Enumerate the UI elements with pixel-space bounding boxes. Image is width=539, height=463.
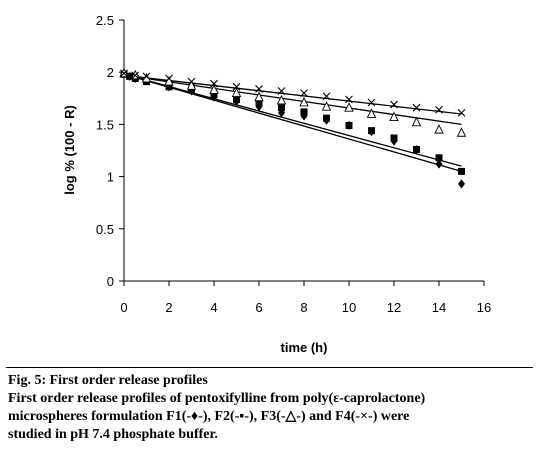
data-point-f4 — [120, 69, 128, 78]
release-profile-chart: 0 0.5 1 1.5 2 2.5 0 2 4 6 8 10 12 14 16 time (h) log %… — [62, 13, 491, 355]
fit-line-f1 — [123, 73, 462, 173]
data-point-f3 — [411, 116, 422, 127]
caption-line-2: microspheres formulation F1(-♦-), F2(-▪-… — [8, 409, 410, 424]
data-point-f2 — [255, 98, 263, 106]
data-point-f1 — [458, 179, 465, 189]
data-point-f2 — [188, 86, 195, 94]
caption-rule — [6, 367, 533, 368]
y-tick-label: 2 — [107, 65, 114, 80]
data-point-f2 — [368, 127, 375, 135]
x-tick-label: 6 — [255, 300, 262, 315]
y-tick-label: 0.5 — [96, 222, 114, 237]
caption-title: Fig. 5: First order release profiles — [8, 373, 208, 388]
data-point-f3 — [321, 101, 332, 111]
data-markers — [119, 67, 467, 189]
data-point-f3 — [276, 94, 287, 105]
data-point-f4 — [142, 72, 151, 81]
data-point-f4 — [412, 103, 421, 112]
x-tick-label: 14 — [432, 300, 446, 315]
data-point-f3 — [186, 80, 197, 90]
y-tick-label: 0 — [107, 274, 114, 289]
data-point-f3 — [299, 96, 309, 107]
data-point-f2 — [278, 104, 285, 112]
data-point-f4 — [187, 77, 196, 86]
data-point-f2 — [390, 134, 398, 142]
data-point-f2 — [323, 114, 330, 122]
fit-lines — [123, 73, 462, 173]
y-tick-label: 1 — [107, 170, 114, 185]
fit-line-f3 — [123, 74, 462, 126]
chart-axes: 0 0.5 1 1.5 2 2.5 0 2 4 6 8 10 12 14 16 — [96, 13, 491, 315]
figure-caption: Fig. 5: First order release profiles Fir… — [8, 372, 533, 444]
data-point-f3 — [344, 102, 354, 112]
data-point-f4 — [435, 105, 443, 114]
data-point-f2 — [300, 108, 308, 116]
data-point-f4 — [255, 85, 263, 93]
data-point-f3 — [231, 87, 242, 98]
x-tick-label: 4 — [210, 300, 217, 315]
data-point-f4 — [367, 98, 376, 107]
data-point-f4 — [232, 82, 241, 91]
y-tick-label: 1.5 — [96, 117, 114, 132]
data-point-f4 — [322, 92, 331, 101]
x-tick-label: 10 — [342, 300, 356, 315]
y-axis-title: log % (100 - R) — [62, 105, 77, 195]
data-point-f2 — [126, 72, 134, 80]
data-point-f3 — [254, 91, 264, 102]
x-tick-label: 0 — [120, 300, 127, 315]
caption-line-3: studied in pH 7.4 phosphate buffer. — [8, 427, 218, 442]
x-tick-label: 12 — [387, 300, 401, 315]
data-point-f2 — [165, 83, 173, 91]
data-point-f2 — [345, 121, 353, 129]
data-point-f4 — [165, 74, 173, 83]
data-point-f2 — [458, 167, 465, 175]
x-tick-label: 2 — [165, 300, 172, 315]
data-point-f4 — [457, 109, 466, 117]
fit-line-f2 — [123, 73, 462, 167]
data-point-f3 — [389, 111, 399, 122]
data-point-f4 — [300, 89, 308, 97]
data-point-f3 — [456, 127, 467, 137]
data-point-f4 — [277, 87, 286, 95]
x-tick-label: 16 — [477, 300, 491, 315]
data-point-f2 — [210, 90, 218, 98]
data-point-f4 — [131, 71, 140, 80]
data-point-f2 — [413, 145, 420, 153]
data-point-f1 — [435, 159, 443, 169]
caption-line-1: First order release profiles of pentoxif… — [8, 391, 426, 406]
data-point-f2 — [233, 95, 240, 103]
y-tick-label: 2.5 — [96, 13, 114, 28]
data-point-f4 — [210, 79, 218, 88]
x-axis-title: time (h) — [281, 340, 328, 355]
data-point-f4 — [345, 95, 353, 104]
fit-line-f4 — [123, 74, 462, 115]
x-tick-label: 8 — [300, 300, 307, 315]
data-point-f2 — [435, 154, 443, 162]
data-point-f3 — [366, 108, 377, 118]
data-point-f3 — [209, 84, 219, 94]
data-point-f3 — [434, 124, 444, 134]
data-point-f4 — [390, 100, 398, 109]
